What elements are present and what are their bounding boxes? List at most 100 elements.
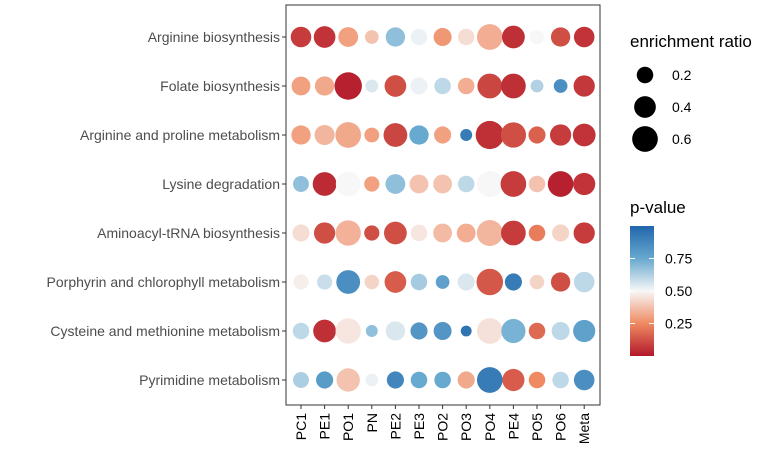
dot-lysine-degradation-po1: [335, 171, 361, 197]
dot-pyrimidine-metabolism-po2: [434, 371, 451, 389]
dot-cysteine-and-methionine-metabolism-pc1: [292, 322, 310, 340]
dot-arginine-and-proline-metabolism-pe3: [409, 125, 429, 145]
dot-arginine-and-proline-metabolism-pe2: [383, 123, 408, 147]
dot-porphyrin-and-chlorophyll-metabolism-pe1: [317, 274, 333, 290]
color-legend-label: 0.25: [665, 316, 692, 332]
dot-aminoacyl-trna-biosynthesis-po1: [335, 220, 361, 246]
dot-arginine-and-proline-metabolism-po6: [549, 124, 572, 146]
dot-lysine-degradation-pn: [364, 176, 380, 192]
x-label-po3: PO3: [458, 413, 474, 441]
dot-pyrimidine-metabolism-pn: [365, 373, 379, 387]
x-axis-labels: PC1 PE1 PO1 PN PE2 PE3 PO2 PO3 PO4 PE4 PO5 PO6 Meta: [293, 413, 592, 444]
dot-pyrimidine-metabolism-pe1: [316, 371, 334, 389]
dot-lysine-degradation-po5: [528, 175, 546, 193]
dot-aminoacyl-trna-biosynthesis-pe3: [410, 224, 428, 242]
dot-aminoacyl-trna-biosynthesis-pn: [364, 225, 380, 241]
y-label-lysine-degradation: Lysine degradation: [162, 176, 280, 192]
dot-pyrimidine-metabolism-pe3: [410, 371, 428, 389]
y-label-folate-biosynthesis: Folate biosynthesis: [160, 78, 280, 94]
dot-pyrimidine-metabolism-pe4: [502, 368, 525, 392]
dot-pyrimidine-metabolism-po4: [476, 367, 503, 393]
dot-aminoacyl-trna-biosynthesis-po2: [433, 223, 453, 243]
dot-aminoacyl-trna-biosynthesis-po5: [528, 224, 546, 242]
dot-folate-biosynthesis-po1: [334, 72, 362, 100]
y-label-cysteine-and-methionine-metabolism: Cysteine and methionine metabolism: [50, 323, 280, 339]
dot-folate-biosynthesis-pe4: [501, 73, 526, 99]
dot-arginine-biosynthesis-pe3: [410, 28, 428, 46]
y-label-arginine-and-proline-metabolism: Arginine and proline metabolism: [80, 127, 280, 143]
dot-cysteine-and-methionine-metabolism-po1: [335, 318, 361, 344]
dot-porphyrin-and-chlorophyll-metabolism-pe2: [384, 271, 407, 293]
dot-lysine-degradation-pe3: [409, 174, 429, 194]
x-axis-ticks: [300, 405, 585, 409]
plot-panel: [285, 4, 601, 406]
dot-arginine-biosynthesis-pe2: [385, 27, 406, 47]
x-label-pn: PN: [364, 413, 380, 432]
color-legend-label: 0.50: [665, 283, 692, 299]
size-legend-label: 0.4: [672, 99, 692, 115]
dot-pyrimidine-metabolism-meta: [573, 369, 595, 391]
dot-arginine-biosynthesis-pe4: [502, 25, 525, 49]
dot-arginine-biosynthesis-po6: [550, 27, 571, 47]
dot-arginine-biosynthesis-po3: [457, 28, 475, 46]
dot-cysteine-and-methionine-metabolism-po4: [476, 318, 503, 344]
dot-folate-biosynthesis-po5: [530, 79, 544, 93]
dot-arginine-biosynthesis-pc1: [290, 26, 312, 48]
dot-porphyrin-and-chlorophyll-metabolism-po5: [529, 274, 545, 290]
dot-porphyrin-and-chlorophyll-metabolism-pc1: [293, 274, 309, 290]
x-label-pe1: PE1: [317, 413, 333, 440]
dot-cysteine-and-methionine-metabolism-meta: [573, 319, 596, 343]
color-legend: p-value 0.75 0.50 0.25: [630, 198, 692, 356]
dot-porphyrin-and-chlorophyll-metabolism-pe3: [410, 273, 428, 291]
dot-pyrimidine-metabolism-po5: [528, 371, 546, 389]
dot-aminoacyl-trna-biosynthesis-pe1: [313, 222, 336, 244]
dot-arginine-and-proline-metabolism-pe4: [500, 122, 527, 148]
dot-cysteine-and-methionine-metabolism-po3: [460, 325, 472, 337]
dot-lysine-degradation-pc1: [293, 176, 309, 192]
dot-pyrimidine-metabolism-pe2: [386, 371, 404, 389]
dot-lysine-degradation-pe2: [385, 174, 406, 194]
dot-lysine-degradation-po4: [476, 170, 503, 198]
dot-folate-biosynthesis-pe3: [410, 77, 428, 95]
dot-arginine-biosynthesis-po5: [529, 29, 545, 45]
dot-aminoacyl-trna-biosynthesis-pc1: [292, 224, 310, 242]
y-label-pyrimidine-metabolism: Pyrimidine metabolism: [139, 372, 280, 388]
y-label-porphyrin-and-chlorophyll-metabolism: Porphyrin and chlorophyll metabolism: [47, 274, 280, 290]
y-axis-ticks: [282, 36, 286, 381]
dot-arginine-biosynthesis-po2: [433, 28, 452, 46]
dot-arginine-biosynthesis-po4: [476, 24, 503, 50]
dot-arginine-biosynthesis-po1: [338, 27, 359, 47]
dot-cysteine-and-methionine-metabolism-pn: [365, 325, 378, 337]
x-label-po1: PO1: [340, 413, 356, 441]
y-axis-labels: Arginine biosynthesis Folate biosynthesis…: [47, 29, 280, 388]
dot-arginine-biosynthesis-pe1: [313, 26, 336, 48]
x-label-po4: PO4: [482, 413, 498, 441]
size-legend-label: 0.6: [672, 131, 692, 147]
dot-porphyrin-and-chlorophyll-metabolism-po3: [457, 273, 475, 291]
size-legend-label: 0.2: [672, 67, 692, 83]
dot-porphyrin-and-chlorophyll-metabolism-pn: [364, 274, 380, 290]
dot-arginine-biosynthesis-meta: [573, 26, 595, 48]
x-label-pe2: PE2: [387, 413, 403, 440]
dot-pyrimidine-metabolism-po1: [336, 368, 360, 392]
dot-aminoacyl-trna-biosynthesis-pe4: [501, 220, 526, 246]
dot-aminoacyl-trna-biosynthesis-po4: [476, 219, 503, 247]
dot-lysine-degradation-po6: [547, 171, 574, 197]
y-label-arginine-biosynthesis: Arginine biosynthesis: [148, 29, 280, 45]
dot-cysteine-and-methionine-metabolism-pe3: [410, 322, 428, 340]
dot-cysteine-and-methionine-metabolism-po6: [551, 322, 570, 340]
dot-pyrimidine-metabolism-pc1: [293, 372, 309, 388]
dot-arginine-and-proline-metabolism-po5: [528, 126, 546, 144]
dot-aminoacyl-trna-biosynthesis-po3: [456, 223, 476, 243]
dot-aminoacyl-trna-biosynthesis-pe2: [384, 221, 407, 245]
dot-folate-biosynthesis-pn: [365, 79, 379, 93]
dot-porphyrin-and-chlorophyll-metabolism-pe4: [504, 273, 522, 291]
size-legend: enrichment ratio 0.2 0.4 0.6: [630, 32, 752, 152]
dot-cysteine-and-methionine-metabolism-pe4: [501, 318, 526, 344]
x-label-po5: PO5: [529, 413, 545, 441]
size-legend-dot: [634, 96, 656, 118]
dot-folate-biosynthesis-pe2: [384, 75, 407, 97]
size-legend-dot: [632, 126, 658, 152]
dot-arginine-and-proline-metabolism-meta: [572, 123, 596, 147]
